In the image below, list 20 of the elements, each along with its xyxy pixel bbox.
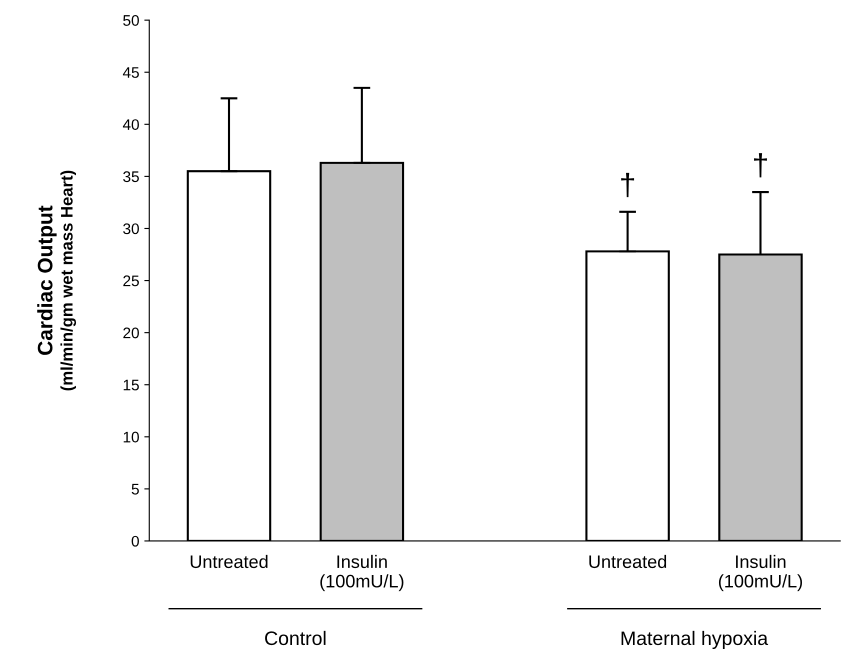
y-tick-label: 25 [123,275,139,286]
y-tick-label: 30 [123,223,139,234]
y-axis-title: Cardiac Output (ml/min/gm wet mass Heart) [37,170,76,390]
y-tick-label: 0 [132,536,139,547]
x-tick-label: Insulin (100mU/L) [718,554,802,592]
y-tick-label: 15 [124,380,139,390]
y-tick-label: 5 [132,484,139,495]
data-label: † [621,172,634,198]
y-tick-label: 40 [122,119,139,130]
y-tick-label: 35 [123,171,139,182]
text: Control [265,630,326,646]
x-tick-label: Untreated [589,554,666,568]
x-tick-label: Untreated [190,554,268,568]
y-tick-label: 50 [123,15,139,26]
x-tick-label: Insulin (100mU/L) [320,554,404,592]
y-tick-label: 20 [123,328,139,338]
data-label: † [754,153,767,178]
text: Maternal hypoxia [622,630,768,649]
y-tick-label: 10 [124,432,139,442]
y-tick-label: 45 [122,67,139,78]
